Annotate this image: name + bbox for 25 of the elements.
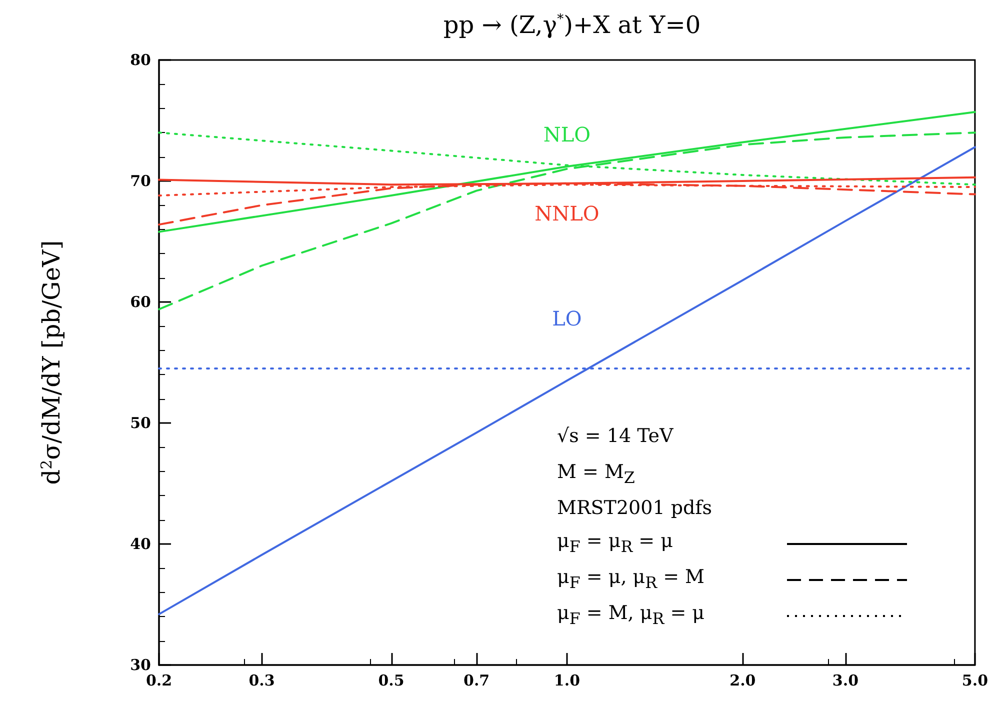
chart-title: pp → (Z,γ*)+X at Y=0: [443, 11, 701, 39]
x-tick-label: 2.0: [730, 672, 756, 690]
x-tick-label: 1.0: [554, 672, 580, 690]
annotation: M = M$_{Z}$: [557, 460, 636, 489]
x-tick-label: 0.3: [248, 672, 275, 690]
y-tick-label: 70: [130, 172, 151, 190]
y-axis-title: d2σ/dM/dY [pb/GeV]: [38, 240, 66, 485]
y-tick-label: 30: [130, 656, 151, 674]
x-tick-label: 3.0: [832, 672, 859, 690]
x-tick-label: 5.0: [962, 672, 988, 690]
y-tick-label: 80: [130, 51, 151, 69]
annotation: μ$_{F}$ = M, μ$_{R}$ = μ: [557, 601, 706, 630]
annotation: μ$_{F}$ = μ$_{R}$ = μ: [557, 529, 674, 558]
x-tick-label: 0.7: [464, 672, 490, 690]
annotation: √s = 14 TeV: [557, 424, 674, 449]
x-tick-label: 0.5: [378, 672, 404, 690]
y-tick-label: 50: [130, 414, 151, 432]
y-tick-label: 60: [130, 293, 151, 311]
y-tick-label: 40: [130, 535, 151, 553]
series-label: NLO: [543, 122, 591, 146]
series-label: NNLO: [534, 201, 600, 226]
annotation: MRST2001 pdfs: [557, 496, 713, 521]
x-tick-label: 0.2: [146, 672, 172, 690]
series-label: LO: [552, 306, 582, 331]
annotation: μ$_{F}$ = μ, μ$_{R}$ = M: [557, 565, 706, 594]
